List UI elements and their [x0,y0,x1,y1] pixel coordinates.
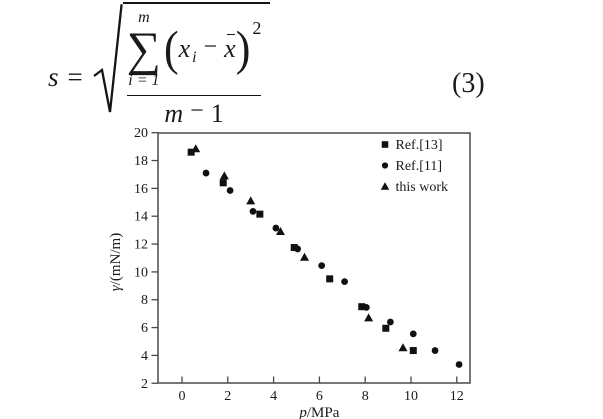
legend-label: this work [396,180,449,195]
data-point [362,303,370,311]
data-point [187,148,195,156]
equation-number: (3) [452,68,485,99]
minus-sign: − [190,97,204,124]
summation: m ∑ i = 1 [127,9,161,90]
data-point [290,244,298,252]
data-point [275,227,285,236]
data-point [398,343,408,352]
y-tick-label: 14 [134,210,148,225]
x-tick-label: 8 [362,389,369,404]
data-point [364,313,374,322]
data-point [272,224,280,232]
data-point [431,347,439,354]
x-axis-label: p/MPa [298,405,339,419]
exponent-2: 2 [252,17,262,38]
y-tick-label: 6 [141,321,148,336]
data-point [358,303,366,311]
data-point [318,262,326,270]
data-point [246,196,256,205]
plot-frame [157,132,471,384]
fraction-bar [126,94,262,96]
radicand: m ∑ i = 1 ( x i − x ) 2 m [122,2,271,131]
y-tick-label: 12 [134,238,148,253]
standard-deviation-equation: s = m ∑ i = 1 ( x i [48,2,271,131]
data-point [409,347,417,355]
fraction: m ∑ i = 1 ( x i − x ) 2 m [126,9,262,131]
number-1: 1 [210,98,224,128]
variable-x: x [178,34,191,64]
y-tick-label: 18 [134,154,148,169]
data-point [219,179,227,187]
denominator: m − 1 [164,97,224,131]
data-point [409,330,417,338]
x-tick-label: 2 [224,389,231,404]
data-point [202,169,210,177]
legend-label: Ref.[13] [396,138,443,153]
numerator: m ∑ i = 1 ( x i − x ) 2 [127,9,262,90]
sum-upper-limit: m [138,9,150,26]
data-point [341,278,348,286]
equals-sign: = [67,62,83,92]
legend-circle-icon [381,162,389,169]
subscript-i: i [192,49,197,67]
data-point [382,324,390,332]
y-tick-label: 16 [134,182,148,197]
data-point [326,275,334,283]
right-paren: ) [235,21,251,76]
data-point [386,318,394,326]
chart-area: 0 2 4 6 8 10 12 2 4 6 8 10 12 14 16 18 20 p/MPa γ/(mN/m) Re… [88,120,593,419]
legend-square-icon [381,141,389,148]
left-paren: ( [163,21,179,76]
y-tick-label: 20 [134,126,148,141]
x-tick-label: 6 [316,389,323,404]
x-tick-label: 12 [450,389,464,404]
y-tick-label: 4 [141,349,148,364]
variable-s: s [48,62,59,92]
data-point [455,361,463,368]
x-tick-label: 0 [179,389,186,404]
equation-lhs: s = [48,64,83,91]
legend-triangle-icon [380,182,390,190]
minus-sign: − [203,33,218,60]
y-tick-label: 2 [141,377,148,392]
x-tick-label: 10 [404,389,418,404]
y-tick-label: 10 [134,265,148,280]
x-bar: x [224,34,236,64]
y-axis-label: γ/(mN/m) [108,233,124,291]
data-point [226,187,234,194]
sum-lower-limit: i = 1 [128,72,160,90]
data-point [256,210,264,218]
data-point [249,207,257,215]
data-point [219,171,229,180]
radical-sign-icon [93,4,123,113]
y-tick-label: 8 [141,293,148,308]
data-point [191,144,201,153]
square-root: m ∑ i = 1 ( x i − x ) 2 m [93,2,271,131]
scatter-plot: 0 2 4 6 8 10 12 2 4 6 8 10 12 14 16 18 20 p/MPa γ/(mN/m) Re… [108,126,471,419]
data-point [300,252,310,261]
legend-label: Ref.[11] [396,159,443,174]
sigma-icon: ∑ [126,22,161,76]
variable-m: m [164,98,184,128]
data-point [294,245,302,253]
x-tick-label: 4 [270,389,277,404]
